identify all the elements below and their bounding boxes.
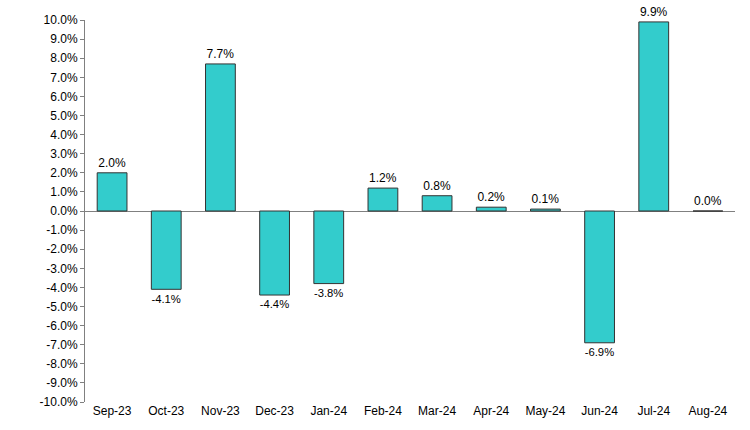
svg-text:3.0%: 3.0% [50,147,78,161]
svg-text:1.0%: 1.0% [50,185,78,199]
svg-text:Jan-24: Jan-24 [310,404,347,418]
svg-text:-10.0%: -10.0% [40,395,78,409]
svg-text:-4.0%: -4.0% [46,281,78,295]
svg-text:-1.0%: -1.0% [46,223,78,237]
svg-text:Jun-24: Jun-24 [581,404,618,418]
svg-text:-8.0%: -8.0% [46,357,78,371]
svg-text:0.8%: 0.8% [423,179,451,193]
svg-text:Feb-24: Feb-24 [364,404,402,418]
svg-text:Jul-24: Jul-24 [637,404,670,418]
svg-text:7.7%: 7.7% [207,47,235,61]
svg-text:6.0%: 6.0% [50,90,78,104]
svg-text:Sep-23: Sep-23 [93,404,132,418]
svg-text:5.0%: 5.0% [50,109,78,123]
svg-text:10.0%: 10.0% [44,13,78,27]
svg-text:Oct-23: Oct-23 [148,404,184,418]
svg-text:-4.4%: -4.4% [260,298,289,310]
svg-text:-3.8%: -3.8% [314,287,343,299]
svg-text:-9.0%: -9.0% [46,376,78,390]
svg-text:8.0%: 8.0% [50,51,78,65]
svg-text:-6.9%: -6.9% [585,346,614,358]
svg-text:-3.0%: -3.0% [46,262,78,276]
svg-text:2.0%: 2.0% [50,166,78,180]
svg-text:Dec-23: Dec-23 [255,404,294,418]
svg-text:-6.0%: -6.0% [46,319,78,333]
svg-text:Aug-24: Aug-24 [689,404,728,418]
svg-text:-2.0%: -2.0% [46,242,78,256]
svg-text:-7.0%: -7.0% [46,338,78,352]
svg-text:Mar-24: Mar-24 [418,404,456,418]
svg-text:1.2%: 1.2% [369,171,397,185]
svg-text:2.0%: 2.0% [98,156,126,170]
svg-text:May-24: May-24 [525,404,565,418]
svg-text:9.0%: 9.0% [50,32,78,46]
svg-text:0.0%: 0.0% [50,204,78,218]
svg-text:0.0%: 0.0% [694,194,722,208]
svg-text:-4.1%: -4.1% [151,293,180,305]
svg-text:7.0%: 7.0% [50,71,78,85]
svg-text:0.1%: 0.1% [532,192,560,206]
svg-text:Nov-23: Nov-23 [201,404,240,418]
svg-text:9.9%: 9.9% [640,5,668,19]
svg-text:4.0%: 4.0% [50,128,78,142]
svg-text:-5.0%: -5.0% [46,300,78,314]
svg-text:0.2%: 0.2% [477,190,505,204]
svg-text:Apr-24: Apr-24 [473,404,509,418]
